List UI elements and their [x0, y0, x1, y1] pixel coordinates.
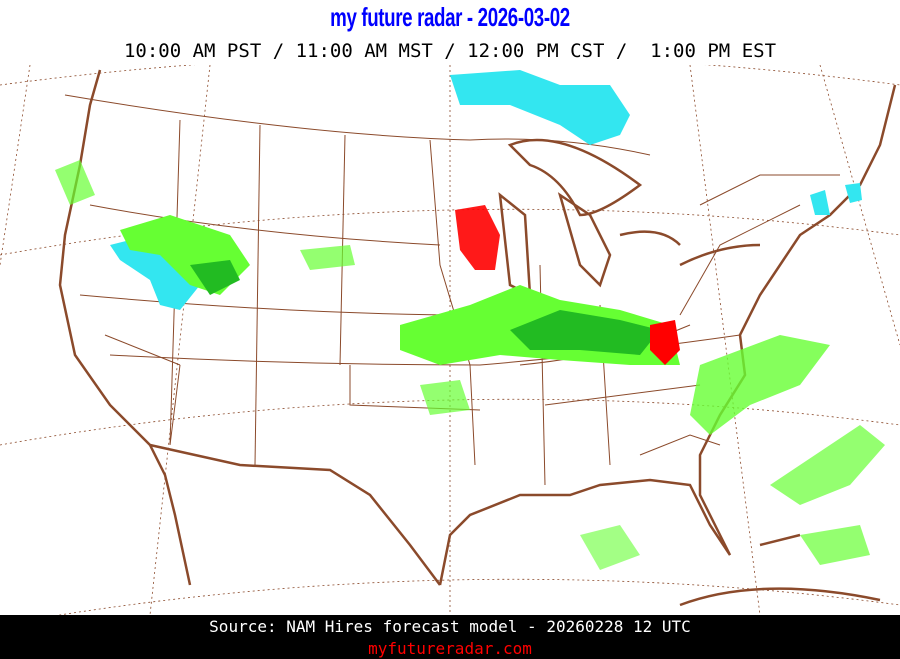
radar-map	[0, 65, 900, 615]
state-boundaries	[64, 94, 840, 486]
heavy-area-east	[650, 320, 680, 365]
precipitation	[55, 70, 885, 570]
rain-scattered-gulf	[580, 525, 640, 570]
snow-area-north	[450, 70, 630, 145]
rain-scattered-caribbean	[800, 525, 870, 565]
snow-scattered-ne	[810, 183, 862, 215]
rain-scattered-atlantic	[770, 425, 885, 505]
footer: Source: NAM Hires forecast model - 20260…	[0, 615, 900, 659]
source-caption: Source: NAM Hires forecast model - 20260…	[209, 617, 691, 636]
page-title: my future radar - 2026-03-02	[330, 2, 570, 32]
rain-scattered-southeast	[690, 335, 830, 435]
forecast-times: 10:00 AM PST / 11:00 AM MST / 12:00 PM C…	[123, 40, 777, 62]
rain-scattered-nw	[55, 160, 95, 205]
heavy-area-midwest	[455, 205, 500, 270]
site-link[interactable]: myfutureradar.com	[368, 639, 532, 658]
rain-band-core	[510, 310, 660, 355]
rain-scattered-plains	[300, 245, 470, 415]
rain-area-west-core	[190, 260, 240, 295]
